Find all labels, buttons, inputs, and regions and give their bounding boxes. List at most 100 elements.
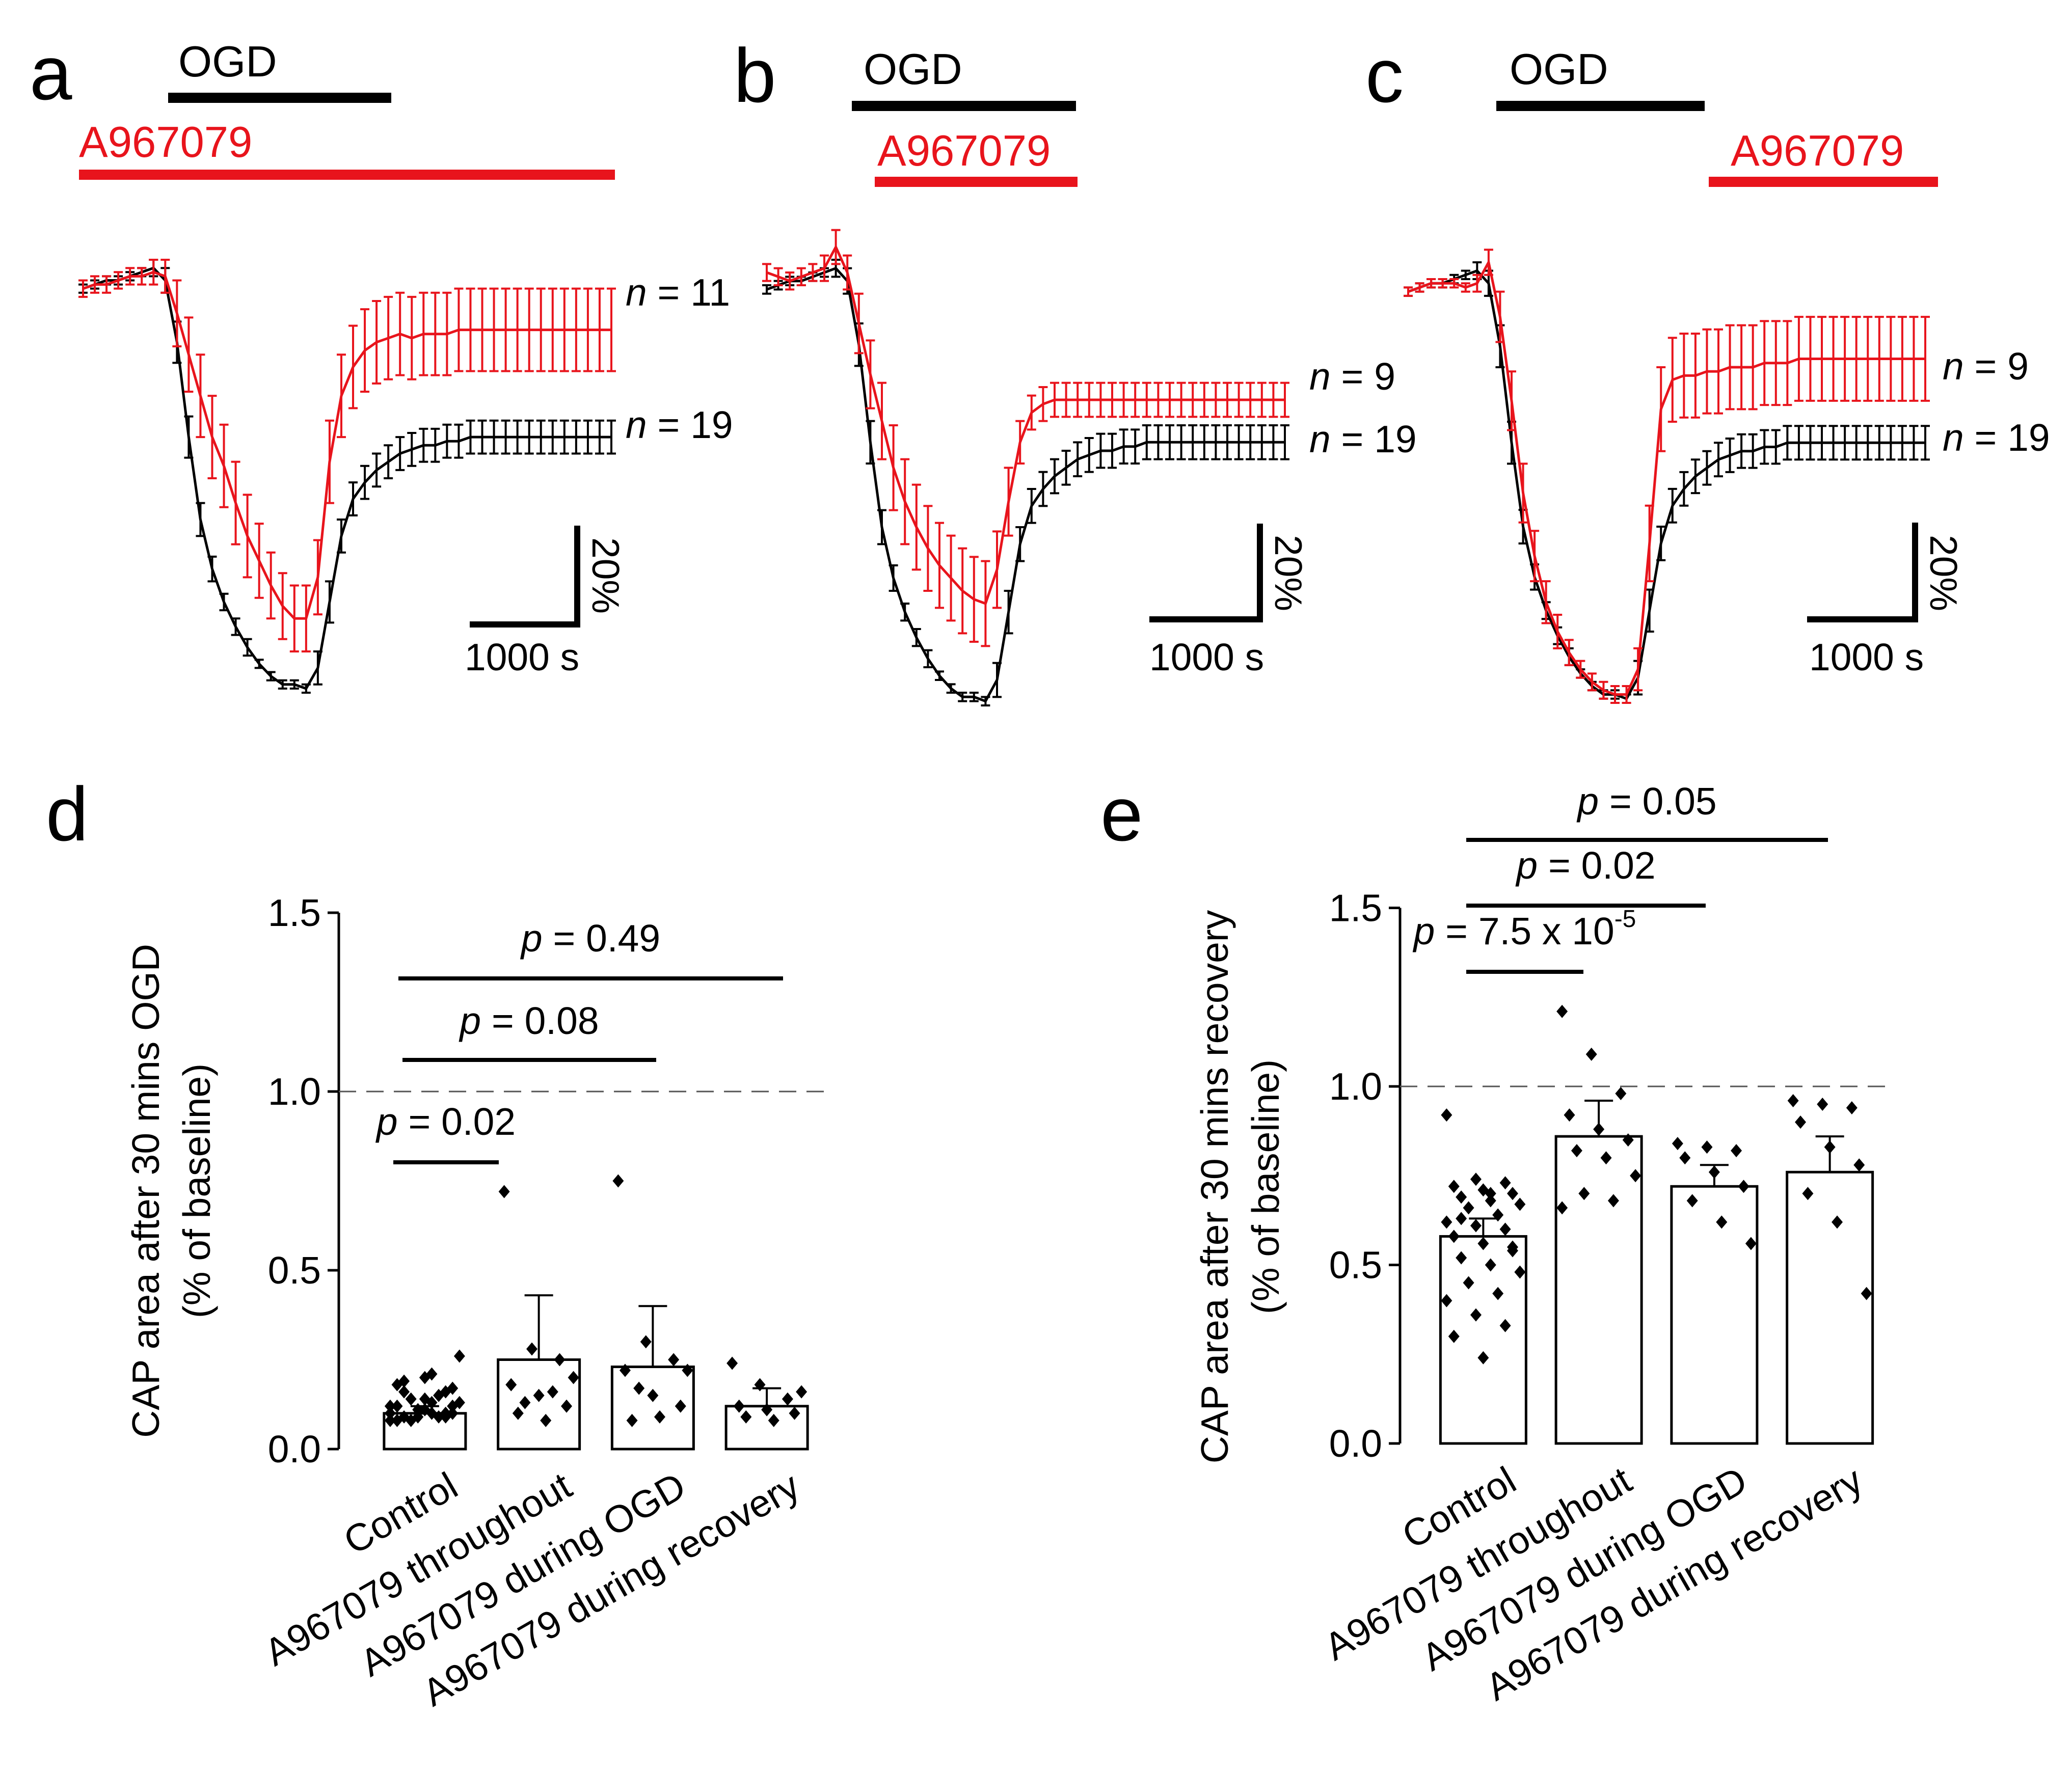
data-point [1571, 1144, 1582, 1158]
y-axis-label-units: (% of baseline) [1244, 1059, 1287, 1314]
data-point [547, 1385, 558, 1399]
error-bar [1004, 590, 1013, 635]
error-bar [348, 481, 358, 516]
p-symbol: p [459, 999, 481, 1042]
scale-label-x: 1000 s [1809, 636, 1924, 678]
error-bar [1280, 424, 1289, 460]
error-bar [454, 287, 464, 372]
error-bar [1257, 381, 1267, 418]
data-point [640, 1335, 652, 1349]
data-point [1477, 1351, 1489, 1365]
error-bar [1667, 487, 1677, 524]
error-bar [114, 271, 123, 290]
error-bar [278, 572, 287, 640]
error-bar [1108, 432, 1117, 469]
y-axis-label: CAP area after 30 mins recovery [1193, 910, 1236, 1463]
error-bar [935, 522, 944, 609]
data-point [654, 1410, 665, 1424]
error-bar [1280, 381, 1289, 418]
y-tick: 0.5 [1329, 1244, 1400, 1287]
error-bar [289, 679, 299, 690]
error-bar [1176, 381, 1186, 418]
data-point [1499, 1319, 1511, 1332]
error-bar [243, 638, 252, 657]
error-bar [196, 353, 205, 439]
error-bar [348, 324, 358, 410]
n-label-red: n = 11 [626, 271, 730, 314]
error-bar [1234, 424, 1244, 460]
p-symbol: p [1413, 910, 1435, 952]
significance-bracket: p = 0.02 [1466, 844, 1706, 908]
data-point [1456, 1190, 1467, 1204]
error-bar [301, 683, 311, 694]
error-bar [454, 423, 464, 459]
scale-label-x: 1000 s [465, 636, 579, 678]
error-bar [969, 556, 979, 643]
error-bar [254, 659, 264, 669]
error-bar [854, 292, 864, 354]
y-tick-label: 1.5 [268, 891, 321, 934]
drug-label: A967079 [1731, 127, 1904, 175]
error-bar [231, 617, 240, 636]
error-bar [1760, 429, 1769, 465]
p-value: = 0.02 [1538, 844, 1655, 887]
error-bar [1817, 425, 1826, 461]
error-bar [1188, 381, 1198, 418]
error-bar [607, 419, 616, 455]
error-bar [1541, 580, 1551, 624]
error-bar [1863, 425, 1873, 461]
scale-label-x: 1000 s [1149, 636, 1264, 678]
error-bar [184, 415, 194, 459]
error-bar [477, 287, 487, 372]
error-bar [1679, 471, 1689, 507]
panel-e: e CAP area after 30 mins recovery (% of … [1100, 771, 1888, 1709]
error-bar [149, 259, 158, 286]
data-point [1556, 1004, 1568, 1018]
y-tick: 0.5 [268, 1249, 339, 1292]
error-bar [1119, 381, 1128, 418]
data-point [1463, 1276, 1474, 1290]
error-bar [278, 679, 287, 690]
data-point [733, 1399, 745, 1413]
error-bar [219, 423, 229, 508]
error-bar [1851, 316, 1861, 402]
data-point [1716, 1215, 1728, 1229]
error-bar [1153, 424, 1163, 460]
error-bar [1449, 278, 1459, 289]
error-bar [1073, 441, 1083, 477]
error-bar [1484, 249, 1493, 276]
n-label-red-rest: = 9 [1331, 355, 1395, 398]
n-label-black: n = 19 [1309, 418, 1417, 460]
error-bar [1257, 424, 1267, 460]
data-point [796, 1385, 808, 1399]
data-point [1514, 1265, 1526, 1279]
y-tick-label: 1.0 [268, 1070, 321, 1113]
data-point [412, 1403, 424, 1416]
error-bar [820, 254, 829, 282]
data-point [668, 1353, 680, 1367]
data-point [647, 1388, 659, 1402]
data-point [1448, 1329, 1460, 1343]
error-bar [1921, 316, 1930, 402]
error-bar [372, 452, 382, 488]
error-bar [325, 419, 334, 504]
significance-bracket: p = 0.08 [402, 999, 656, 1062]
data-point [1499, 1176, 1511, 1190]
error-bar [900, 458, 910, 545]
data-point [612, 1174, 624, 1188]
data-point [453, 1396, 465, 1409]
error-bar [430, 427, 440, 463]
p-value-label: p = 0.02 [375, 1100, 516, 1143]
bar [1786, 1170, 1874, 1445]
error-bar [992, 662, 1002, 698]
error-bar [1886, 425, 1896, 461]
error-bar [1050, 458, 1059, 495]
error-bar [1153, 381, 1163, 418]
data-point [1456, 1251, 1467, 1265]
error-bar [513, 419, 522, 455]
significance-bracket: p = 0.02 [375, 1100, 516, 1164]
error-bar [1061, 381, 1071, 418]
error-bar [1518, 462, 1528, 524]
error-bar [196, 502, 205, 537]
